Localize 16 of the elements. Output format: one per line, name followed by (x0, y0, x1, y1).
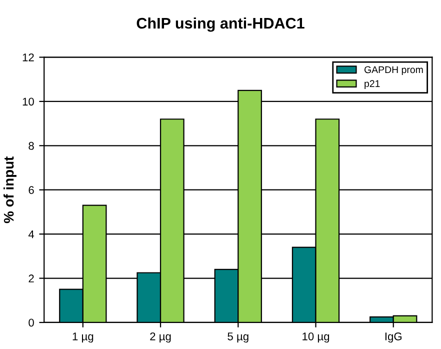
legend-label: GAPDH prom (364, 66, 423, 76)
y-tick-label: 12 (22, 54, 34, 62)
y-tick-label: 6 (28, 186, 34, 194)
x-tick-label: 10 µg (302, 332, 330, 343)
x-tick-label: 1 µg (72, 332, 94, 343)
x-tick-label: 2 µg (150, 332, 171, 343)
x-tick-label: 5 µg (228, 332, 248, 343)
legend-label: p21 (364, 80, 380, 89)
y-axis-title: % of input (4, 156, 16, 224)
x-tick-label: IgG (385, 332, 402, 343)
y-tick-label: 8 (28, 142, 34, 150)
y-tick-label: 2 (28, 274, 34, 282)
y-tick-label: 4 (28, 230, 34, 238)
y-tick-label: 0 (28, 318, 34, 327)
y-tick-label: 10 (22, 98, 34, 106)
chart-title: ChIP using anti-HDAC1 (136, 17, 304, 32)
